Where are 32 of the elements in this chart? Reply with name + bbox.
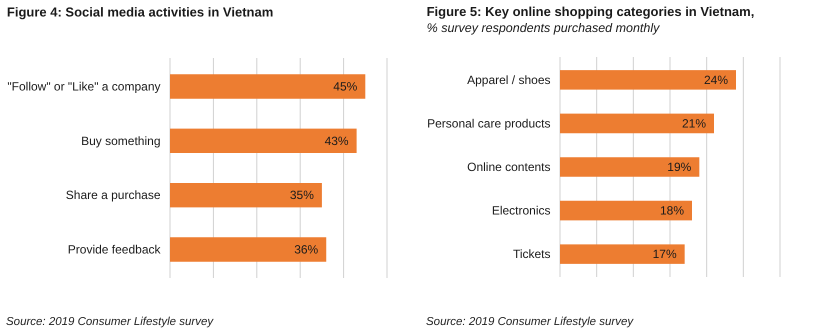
y-tick-label: Tickets (512, 247, 550, 262)
y-tick-label: Online contents (467, 160, 550, 174)
bar (170, 128, 357, 154)
y-tick-label: Apparel / shoes (467, 72, 550, 87)
y-tick-label: Personal care products (427, 116, 550, 130)
data-label: 36% (294, 242, 319, 256)
bar (170, 74, 366, 99)
bar (560, 244, 685, 264)
y-tick-label: Buy something (81, 134, 160, 148)
bar (170, 182, 322, 208)
y-tick-label: Share a purchase (66, 188, 161, 202)
data-label: 17% (652, 247, 677, 262)
data-label: 35% (290, 188, 314, 202)
data-label: 21% (682, 116, 706, 130)
bar (560, 157, 700, 177)
bar (560, 70, 736, 90)
chart-title: Figure 5: Key online shopping categories in Vietnam, (426, 4, 754, 19)
y-tick-label: "Follow" or "Like" a company (7, 80, 160, 94)
chart-subtitle: % survey respondents purchased monthly (426, 21, 660, 35)
data-label: 45% (333, 80, 358, 94)
source-note: Source: 2019 Consumer Lifestyle survey (426, 316, 634, 328)
chart-title: Figure 4: Social media activities in Vietnam (6, 4, 274, 20)
bar (170, 237, 326, 262)
bar (560, 200, 692, 220)
data-label: 19% (667, 160, 692, 174)
y-tick-label: Electronics (492, 204, 550, 218)
bar (560, 114, 714, 134)
source-note: Source: 2019 Consumer Lifestyle survey (6, 316, 214, 328)
data-label: 43% (324, 134, 349, 148)
y-tick-label: Provide feedback (68, 242, 162, 256)
data-label: 24% (704, 72, 728, 87)
data-label: 18% (660, 204, 684, 218)
